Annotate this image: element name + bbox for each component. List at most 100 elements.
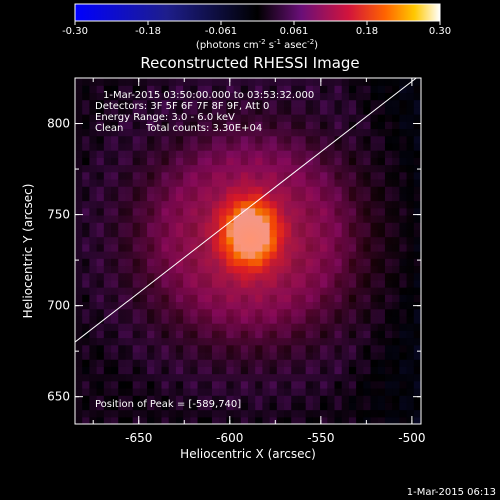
heatmap-cell <box>406 99 415 108</box>
heatmap-cell <box>103 121 112 130</box>
heatmap-cell <box>399 114 408 122</box>
heatmap-cell <box>392 121 400 130</box>
heatmap-cell <box>399 344 408 353</box>
heatmap-cell <box>82 106 91 115</box>
heatmap-cell <box>363 106 372 115</box>
heatmap-cell <box>341 78 350 86</box>
heatmap-cell <box>276 78 285 86</box>
heatmap-cell <box>118 114 127 122</box>
heatmap-cell <box>82 164 91 173</box>
heatmap-cell <box>89 330 98 339</box>
heatmap-cell <box>82 287 91 295</box>
heatmap-cell <box>356 92 364 101</box>
heatmap-cell <box>139 402 148 411</box>
heatmap-cell <box>82 279 91 288</box>
heatmap-cell <box>75 178 83 187</box>
colorbar-tick-label: -0.18 <box>135 26 161 37</box>
heatmap-cell <box>327 395 336 403</box>
heatmap-cell <box>370 387 379 396</box>
heatmap-cell <box>96 78 105 86</box>
heatmap-cell <box>356 99 364 108</box>
heatmap-cell <box>204 78 213 86</box>
heatmap-cell <box>183 387 191 396</box>
heatmap-cell <box>82 142 91 151</box>
heatmap-cell <box>125 106 134 115</box>
heatmap-cell <box>320 85 328 94</box>
heatmap-cell <box>291 395 300 403</box>
plot-frame <box>74 77 422 425</box>
heatmap-cell <box>96 150 105 158</box>
heatmap-cell <box>154 395 163 403</box>
heatmap-cell <box>413 387 421 396</box>
heatmap-cell <box>139 373 148 382</box>
heatmap-cell <box>82 330 91 339</box>
heatmap-cell <box>356 85 364 94</box>
heatmap-cell <box>384 366 393 375</box>
heatmap-cell <box>363 373 372 382</box>
colorbar-units-label: (photons cm-2 s-1 asec-2) <box>196 38 318 51</box>
heatmap-cell <box>75 142 83 151</box>
heatmap-cell <box>89 150 98 158</box>
heatmap-cell <box>341 416 350 424</box>
heatmap-cell <box>183 78 191 86</box>
heatmap-cell <box>75 380 83 389</box>
y-tick-label: 650 <box>47 390 70 404</box>
heatmap-cell <box>111 409 119 418</box>
heatmap-cell <box>377 99 386 108</box>
heatmap-cell <box>96 395 105 403</box>
heatmap-cell <box>341 380 350 389</box>
heatmap-cell <box>111 344 119 353</box>
heatmap-cell <box>118 366 127 375</box>
heatmap-cell <box>327 92 336 101</box>
x-tick-label: -650 <box>125 431 152 445</box>
heatmap-cell <box>118 85 127 94</box>
heatmap-cell <box>363 85 372 94</box>
heatmap-cell <box>139 92 148 101</box>
heatmap-cell <box>312 85 321 94</box>
heatmap-cell <box>147 92 155 101</box>
heatmap-cell <box>82 171 91 180</box>
heatmap-cell <box>334 85 343 94</box>
heatmap-cell <box>154 373 163 382</box>
heatmap-cell <box>370 121 379 130</box>
heatmap-cell <box>111 373 119 382</box>
heatmap-cell <box>413 128 421 137</box>
peak-position-annotation: Position of Peak = [-589,740] <box>95 399 241 410</box>
heatmap-cell <box>312 416 321 424</box>
heatmap-cell <box>262 402 271 411</box>
heatmap-cell <box>370 395 379 403</box>
heatmap-cell <box>392 373 400 382</box>
heatmap-cell <box>111 121 119 130</box>
heatmap-cell <box>82 301 91 310</box>
heatmap-cell <box>341 409 350 418</box>
heatmap-cell <box>406 150 415 158</box>
heatmap-cell <box>219 395 227 403</box>
heatmap-cell <box>327 85 336 94</box>
heatmap-cell <box>341 395 350 403</box>
heatmap-cell <box>211 395 220 403</box>
heatmap-cell <box>75 330 83 339</box>
heatmap-cell <box>334 416 343 424</box>
heatmap-cell <box>89 323 98 331</box>
heatmap-cell <box>377 114 386 122</box>
heatmap-cell <box>334 402 343 411</box>
heatmap-cell <box>82 337 91 346</box>
heatmap-cell <box>384 351 393 360</box>
colorbar-tick-label: -0.30 <box>62 26 88 37</box>
heatmap-cell <box>125 92 134 101</box>
heatmap-cell <box>175 387 184 396</box>
heatmap-cell <box>356 78 364 86</box>
heatmap-cell <box>75 265 83 274</box>
heatmap-cell <box>111 85 119 94</box>
heatmap-cell <box>89 92 98 101</box>
heatmap-cell <box>118 395 127 403</box>
heatmap-cell <box>406 344 415 353</box>
heatmap-cell <box>406 301 415 310</box>
heatmap-cell <box>327 416 336 424</box>
heatmap-cell <box>75 279 83 288</box>
heatmap-cell <box>399 351 408 360</box>
heatmap-cell <box>406 366 415 375</box>
heatmap-cell <box>413 344 421 353</box>
heatmap-cell <box>348 416 357 424</box>
heatmap-cell <box>370 402 379 411</box>
